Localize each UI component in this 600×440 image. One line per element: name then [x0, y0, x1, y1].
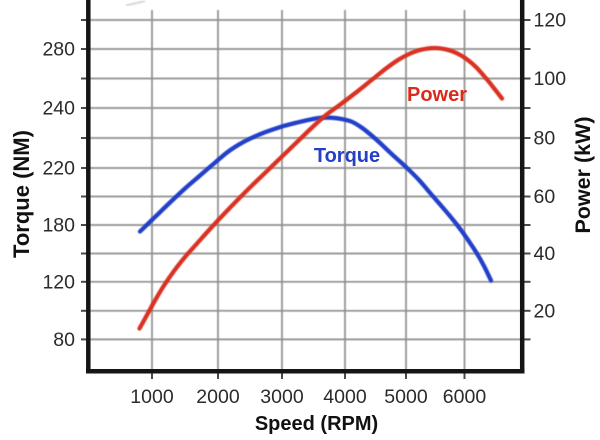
svg-text:240: 240 [42, 98, 75, 120]
svg-text:Torque: Torque [314, 145, 380, 167]
svg-text:Power (kW): Power (kW) [571, 116, 595, 233]
svg-text:80: 80 [53, 329, 75, 351]
svg-text:4000: 4000 [323, 386, 367, 408]
svg-text:Torque (NM): Torque (NM) [9, 130, 34, 258]
svg-text:6000: 6000 [443, 386, 487, 408]
svg-text:2000: 2000 [196, 386, 240, 408]
svg-text:40: 40 [534, 243, 556, 265]
svg-text:120: 120 [534, 10, 567, 32]
svg-text:20: 20 [534, 301, 556, 323]
svg-text:1000: 1000 [130, 386, 174, 408]
svg-text:Power: Power [407, 84, 467, 106]
svg-text:120: 120 [42, 272, 75, 294]
svg-text:100: 100 [534, 68, 567, 90]
svg-text:5000: 5000 [384, 386, 428, 408]
svg-text:Speed (RPM): Speed (RPM) [255, 413, 378, 435]
svg-text:3000: 3000 [260, 386, 304, 408]
svg-text:280: 280 [42, 39, 75, 61]
svg-text:80: 80 [534, 128, 556, 150]
svg-text:180: 180 [42, 215, 75, 237]
svg-text:220: 220 [42, 158, 75, 180]
svg-text:60: 60 [534, 186, 556, 208]
